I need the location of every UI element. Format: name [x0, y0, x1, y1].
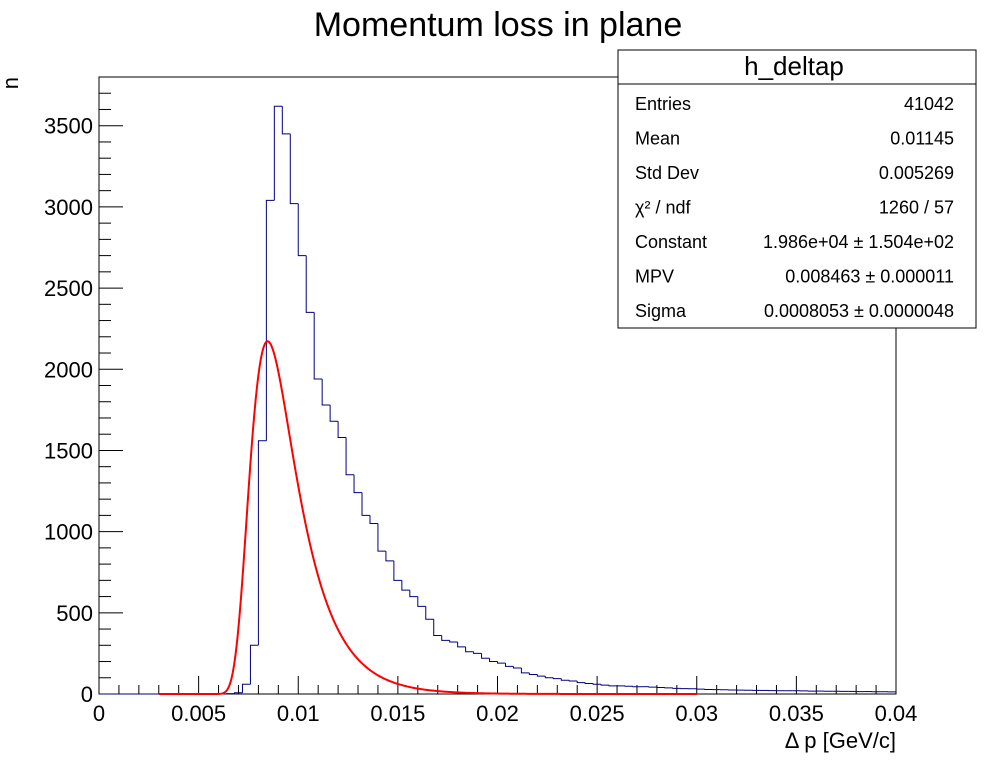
x-tick-label: 0.02 — [476, 701, 519, 726]
histogram-bin — [489, 658, 498, 663]
histogram-bin — [576, 681, 586, 684]
stats-row-label: Constant — [635, 232, 707, 252]
histogram-bin — [504, 663, 514, 667]
histogram-bin — [592, 683, 602, 685]
histogram-bin — [329, 404, 339, 422]
histogram-bin — [257, 440, 267, 646]
histogram-bin — [233, 692, 243, 694]
histogram-bin — [560, 678, 570, 681]
x-axis-title: Δ p [GeV/c] — [785, 728, 896, 753]
y-axis-title: n — [0, 77, 23, 89]
x-tick-label: 0.01 — [277, 701, 320, 726]
stats-row-value: 0.008463 ± 0.000011 — [785, 267, 954, 287]
x-tick-label: 0.03 — [675, 701, 718, 726]
histogram-bin — [600, 684, 610, 686]
stats-row-value: 0.0008053 ± 0.0000048 — [764, 301, 954, 321]
x-tick-label: 0 — [93, 701, 105, 726]
histogram-bin — [520, 668, 530, 674]
histogram-bin — [536, 674, 546, 677]
histogram-bin — [409, 590, 418, 598]
histogram-bin — [345, 437, 355, 476]
stats-row-label: Mean — [635, 129, 680, 149]
stats-row-value: 0.01145 — [890, 129, 954, 149]
histogram-bin — [241, 683, 251, 693]
histogram-bin — [433, 619, 442, 637]
histogram-bin — [481, 653, 490, 659]
histogram-bin — [273, 105, 283, 201]
stats-row-label: χ² / ndf — [635, 198, 691, 218]
stats-box-title: h_deltap — [744, 51, 844, 81]
histogram-bin — [281, 106, 291, 135]
x-tick-label: 0.015 — [370, 701, 425, 726]
fit-curve-group — [158, 340, 697, 695]
stats-row-label: Std Dev — [635, 163, 699, 183]
histogram-bin — [441, 635, 450, 641]
stats-row-label: Entries — [635, 94, 691, 114]
histogram-bin — [457, 642, 466, 648]
stats-row-value: 1260 / 57 — [879, 198, 954, 218]
histogram-bin — [289, 133, 299, 205]
histogram-bin — [401, 580, 410, 591]
histogram-bin — [584, 682, 594, 684]
histogram-bin — [385, 551, 394, 562]
plot-area: 0 0.005 0.01 0.015 0.02 0.025 0.03 0.035 0.04 0 5… — [44, 76, 918, 726]
histogram-bin — [465, 646, 474, 653]
stats-row-label: Sigma — [635, 301, 687, 321]
histogram-bin — [265, 199, 275, 441]
histogram-bin — [552, 677, 562, 680]
stats-row-value: 1.986e+04 ± 1.504e+02 — [763, 232, 954, 252]
histogram-bin — [321, 379, 331, 406]
stats-row-label: MPV — [635, 267, 674, 287]
histogram-bin — [249, 644, 259, 685]
y-tick-label: 2000 — [44, 357, 93, 382]
stats-row-value: 41042 — [904, 94, 954, 114]
stats-row-value: 0.005269 — [879, 163, 954, 183]
y-axis: 0 500 1000 1500 2000 2500 3000 3500 — [44, 92, 123, 707]
y-tick-label: 500 — [56, 601, 93, 626]
y-tick-label: 1000 — [44, 520, 93, 545]
stats-box: h_deltap Entries 41042 Mean 0.01145 Std Dev 0… — [617, 49, 977, 329]
y-tick-label: 3500 — [44, 114, 93, 139]
x-tick-label: 0.025 — [570, 701, 625, 726]
chart-title: Momentum loss in plane — [314, 6, 683, 44]
histogram-bin — [361, 492, 370, 516]
fit-curve — [158, 340, 697, 695]
histogram-bin — [353, 474, 363, 494]
histogram-bin — [473, 651, 482, 654]
histogram-bin — [313, 312, 323, 380]
histogram-bin — [417, 596, 426, 607]
x-axis: 0 0.005 0.01 0.015 0.02 0.025 0.03 0.035 0.04 — [93, 676, 918, 726]
histogram-bin — [305, 255, 315, 313]
x-tick-label: 0.04 — [875, 701, 918, 726]
stats-rows: Entries 41042 Mean 0.01145 Std Dev 0.005269 χ²… — [635, 94, 954, 321]
y-tick-label: 2500 — [44, 276, 93, 301]
x-tick-label: 0.035 — [769, 701, 824, 726]
histogram-bin — [608, 685, 618, 687]
y-tick-label: 3000 — [44, 195, 93, 220]
histogram-bin — [512, 666, 522, 669]
histogram-bin — [544, 676, 554, 679]
histogram-bin — [425, 606, 434, 620]
histogram-bin — [297, 203, 307, 257]
histogram-bin — [528, 672, 538, 676]
histogram-bin — [377, 523, 386, 552]
histogram-bin — [369, 515, 378, 525]
histogram-bin — [393, 560, 402, 581]
stats-box-frame — [617, 49, 977, 329]
histogram-bin — [337, 421, 347, 438]
histogram-bin — [449, 640, 458, 643]
histogram-bin — [568, 680, 578, 682]
y-tick-label: 1500 — [44, 438, 93, 463]
histogram-bin — [497, 661, 506, 664]
x-tick-label: 0.005 — [171, 701, 226, 726]
y-tick-label: 0 — [81, 682, 93, 707]
